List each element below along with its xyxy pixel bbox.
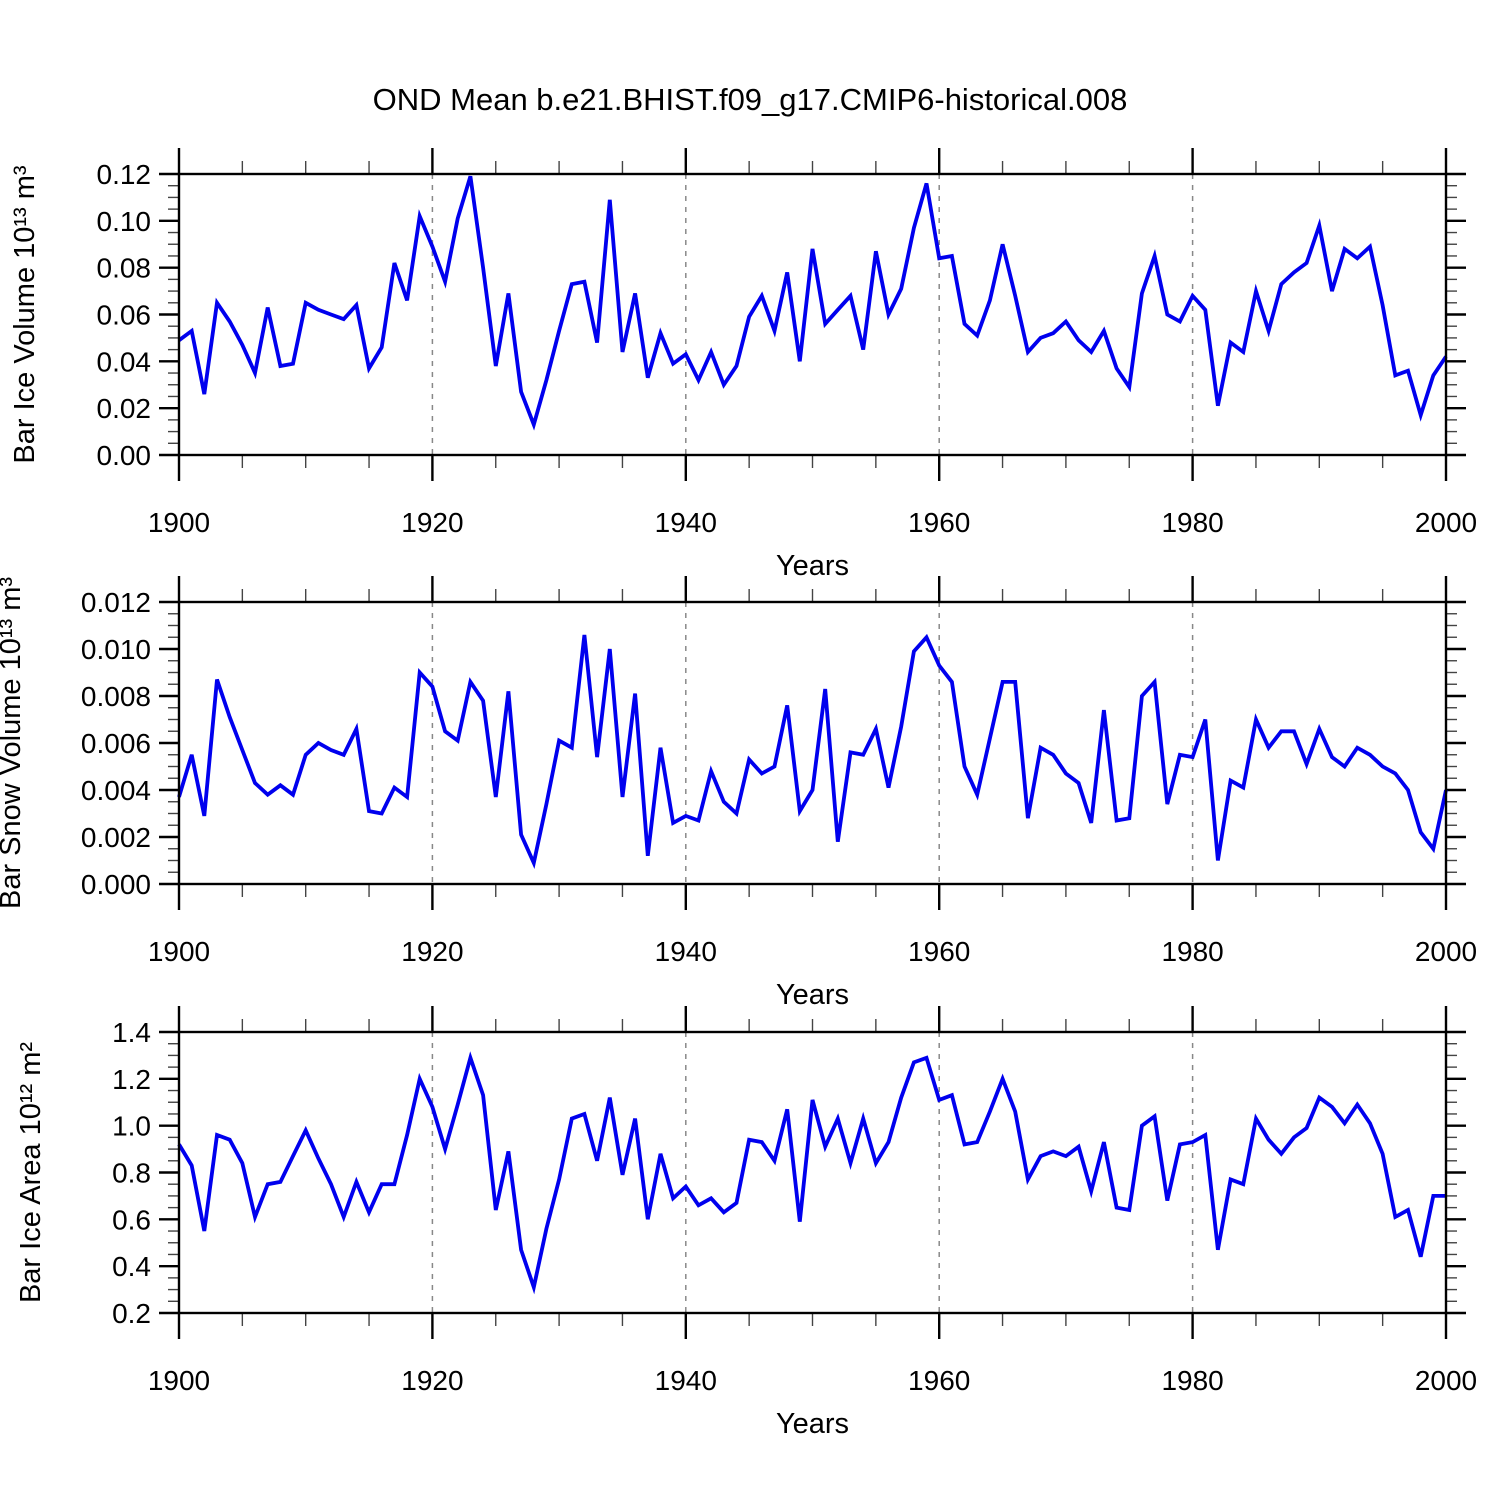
y-tick-label: 1.4: [112, 1017, 151, 1048]
y-axis-title: Bar Ice Volume 10¹³ m³: [9, 165, 41, 463]
x-axis-title: Years: [776, 1408, 849, 1440]
panel-bar-ice-volume: 0.00 0.02 0.04 0.06 0.08 0.10 0.12 1900 1920 1940…: [9, 148, 1477, 582]
plot-border: [177, 600, 1448, 886]
x-tick-label: 1920: [401, 936, 463, 967]
y-axis-title: Bar Snow Volume 10¹³ m³: [0, 577, 27, 909]
y-axis-title: Bar Ice Area 10¹² m²: [15, 1042, 47, 1303]
y-tick-label: 0.00: [97, 440, 152, 471]
y-tick-label: 0.2: [112, 1298, 151, 1329]
x-tick-label: 1980: [1161, 1365, 1223, 1396]
y-tick-label: 0.8: [112, 1158, 151, 1189]
x-tick-label: 2000: [1415, 936, 1477, 967]
data-line-bar-ice-volume: [177, 175, 1448, 431]
y-tick-label: 0.08: [97, 253, 152, 284]
y-tick-label: 1.0: [112, 1111, 151, 1142]
panel-bar-ice-area: 0.2 0.4 0.6 0.8 1.0 1.2 1.4 1900 1920 1940 1960 198…: [15, 1006, 1477, 1440]
x-tick-label: 1960: [908, 507, 970, 538]
x-tick-label: 1920: [401, 1365, 463, 1396]
x-tick-label: 1960: [908, 936, 970, 967]
y-tick-label: 0.4: [112, 1251, 151, 1282]
y-tick-label: 0.000: [81, 869, 151, 900]
x-tick-label: 1900: [148, 936, 210, 967]
x-axis-title: Years: [776, 550, 849, 582]
y-tick-label: 0.002: [81, 822, 151, 853]
x-tick-label: 1940: [655, 507, 717, 538]
y-tick-label: 0.004: [81, 775, 151, 806]
x-tick-label: 1980: [1161, 507, 1223, 538]
x-tick-label: 1900: [148, 507, 210, 538]
y-tick-label: 0.012: [81, 587, 151, 618]
y-tick-label: 0.010: [81, 634, 151, 665]
y-tick-label: 0.04: [97, 346, 152, 377]
x-tick-label: 1980: [1161, 936, 1223, 967]
x-tick-label: 1960: [908, 1365, 970, 1396]
y-tick-label: 0.02: [97, 393, 152, 424]
x-tick-label: 1900: [148, 1365, 210, 1396]
y-tick-label: 0.12: [97, 159, 152, 190]
y-tick-label: 0.006: [81, 728, 151, 759]
plot-border: [177, 172, 1448, 457]
data-line-bar-ice-area: [177, 1051, 1446, 1295]
x-axis-title: Years: [776, 979, 849, 1011]
x-tick-label: 1940: [655, 1365, 717, 1396]
y-tick-label: 0.10: [97, 206, 152, 237]
y-tick-label: 0.008: [81, 681, 151, 712]
x-tick-label: 2000: [1415, 1365, 1477, 1396]
y-tick-label: 0.06: [97, 300, 152, 331]
y-tick-label: 1.2: [112, 1064, 151, 1095]
panel-bar-snow-volume: 0.000 0.002 0.004 0.006 0.008 0.010 0.012 1900 1…: [0, 576, 1477, 1011]
main-title: OND Mean b.e21.BHIST.f09_g17.CMIP6-histo…: [372, 82, 1128, 117]
data-line-bar-snow-volume: [177, 633, 1448, 869]
plot-border: [177, 1030, 1448, 1315]
x-tick-label: 2000: [1415, 507, 1477, 538]
x-tick-label: 1940: [655, 936, 717, 967]
y-tick-label: 0.6: [112, 1204, 151, 1235]
x-tick-label: 1920: [401, 507, 463, 538]
